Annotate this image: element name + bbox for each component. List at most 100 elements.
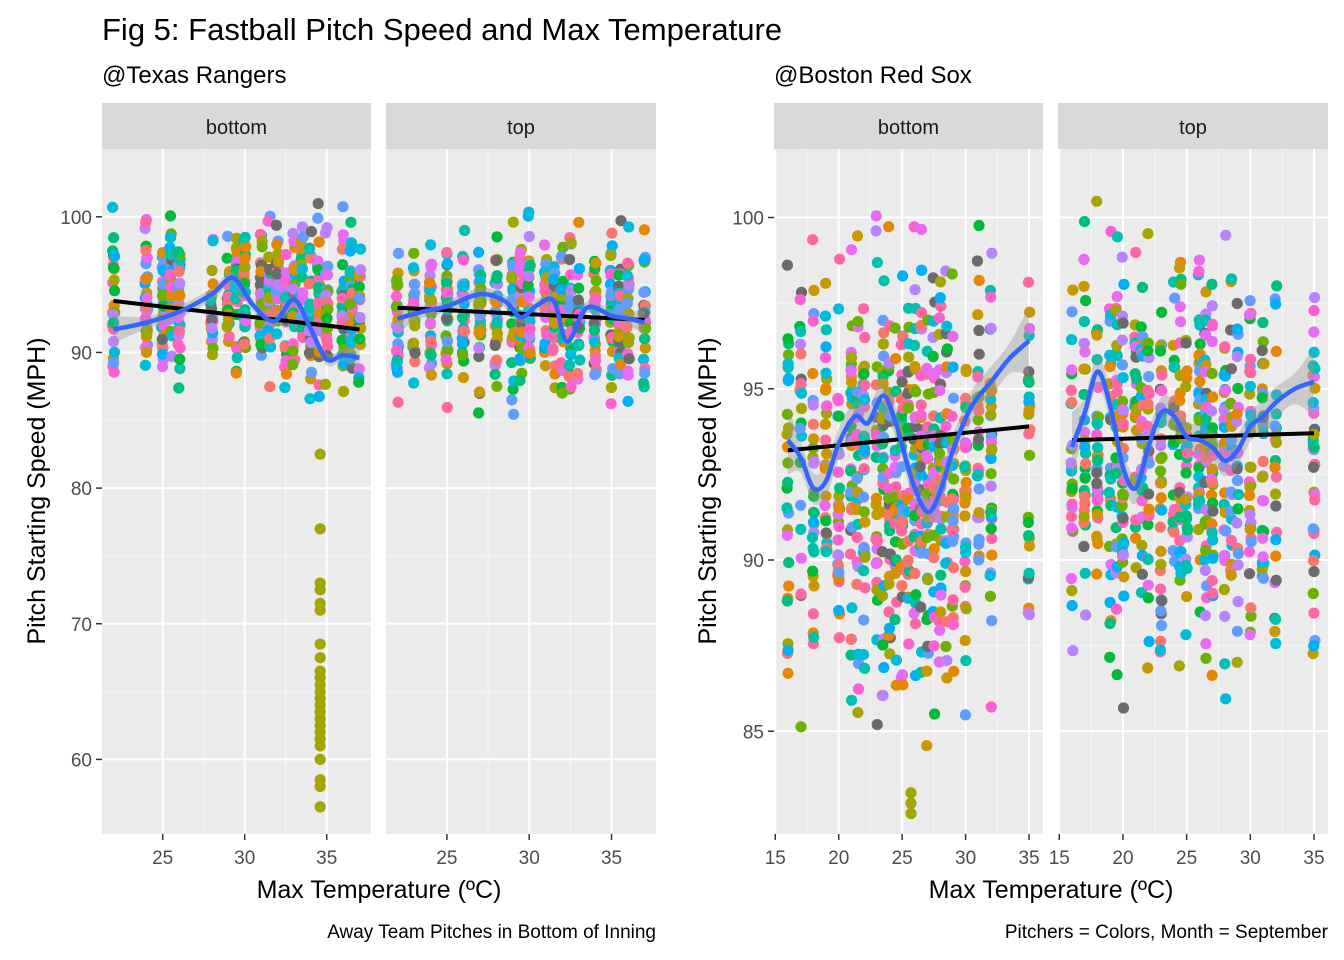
pitch-point xyxy=(878,275,890,287)
pitch-point xyxy=(986,549,998,561)
pitch-point xyxy=(986,443,998,455)
pitch-point xyxy=(783,580,795,592)
y-tick-label: 90 xyxy=(71,343,92,364)
pitch-point xyxy=(1155,635,1167,647)
pitch-point xyxy=(985,322,997,334)
pitch-point xyxy=(795,402,808,415)
pitch-point xyxy=(223,331,235,343)
pitch-point xyxy=(960,365,972,378)
pitch-point xyxy=(985,393,997,405)
pitch-point xyxy=(1142,553,1154,566)
pitch-point xyxy=(1200,286,1212,298)
pitch-point xyxy=(1111,669,1123,681)
pitch-point xyxy=(819,352,832,364)
pitch-point xyxy=(1142,384,1154,396)
pitch-point xyxy=(573,282,585,294)
pitch-point xyxy=(1079,441,1091,453)
pitch-point xyxy=(590,257,602,269)
figure-title: Fig 5: Fastball Pitch Speed and Max Temp… xyxy=(102,12,782,47)
pitch-point xyxy=(140,244,152,256)
pitch-point xyxy=(903,638,915,650)
pitch-point xyxy=(844,548,857,560)
pitch-point xyxy=(986,533,998,545)
pitch-point xyxy=(322,340,334,352)
pitch-point xyxy=(1169,292,1181,304)
pitch-point xyxy=(947,392,960,404)
pitch-point xyxy=(506,318,518,330)
pitch-point xyxy=(858,368,870,380)
pitch-point xyxy=(1243,568,1256,580)
pitch-point xyxy=(1117,317,1129,329)
pitch-point xyxy=(392,322,404,334)
pitch-point xyxy=(287,359,299,371)
pitch-point xyxy=(1207,552,1219,564)
pitch-point xyxy=(941,655,953,667)
pitch-point xyxy=(296,221,308,233)
pitch-point xyxy=(845,365,857,377)
pitch-point xyxy=(408,314,420,327)
pitch-point xyxy=(890,654,903,666)
pitch-point xyxy=(1218,369,1230,381)
pitch-point xyxy=(871,719,883,731)
pitch-point xyxy=(314,740,326,752)
facet-strip xyxy=(102,103,371,149)
pitch-point xyxy=(475,282,487,295)
pitch-point xyxy=(959,510,971,522)
pitch-point xyxy=(563,359,576,371)
pitch-point xyxy=(858,463,870,475)
pitch-point xyxy=(523,291,535,303)
pitch-point xyxy=(921,450,933,462)
pitch-point xyxy=(589,336,601,348)
pitch-point xyxy=(960,655,972,667)
pitch-point xyxy=(440,313,453,325)
pitch-point xyxy=(1091,533,1103,545)
pitch-point xyxy=(934,448,946,460)
pitch-point xyxy=(1066,483,1078,495)
pitch-point xyxy=(139,359,151,371)
pitch-point xyxy=(441,286,453,298)
pitch-point xyxy=(781,595,794,607)
pitch-point xyxy=(1142,662,1154,674)
pitch-point xyxy=(878,662,890,674)
facet-strip-label: bottom xyxy=(878,117,939,139)
pitch-point xyxy=(255,339,267,351)
pitch-point xyxy=(605,381,618,394)
pitch-point xyxy=(877,452,889,464)
pitch-point xyxy=(409,347,421,359)
pitch-point xyxy=(1066,334,1078,346)
pitch-point xyxy=(808,631,820,643)
pitch-point xyxy=(834,253,846,265)
pitch-point xyxy=(845,244,858,256)
pitch-point xyxy=(1206,367,1218,380)
pitch-point xyxy=(473,327,485,339)
pitch-point xyxy=(1078,511,1090,523)
pitch-point xyxy=(1023,609,1035,621)
pitch-point xyxy=(877,338,889,350)
pitch-point xyxy=(821,400,833,412)
pitch-point xyxy=(638,353,650,365)
pitch-point xyxy=(322,303,334,315)
pitch-point xyxy=(808,433,820,445)
pitch-point xyxy=(795,387,808,399)
pitch-point xyxy=(1110,603,1123,615)
pitch-point xyxy=(491,272,503,285)
pitch-point xyxy=(1308,371,1320,383)
pitch-point xyxy=(833,303,845,315)
pitch-point xyxy=(806,532,819,544)
pitch-point xyxy=(506,394,518,406)
pitch-point xyxy=(173,325,185,337)
pitch-point xyxy=(590,275,602,287)
pitch-point xyxy=(623,332,635,344)
pitch-point xyxy=(565,237,577,249)
pitch-point xyxy=(1104,651,1116,663)
pitch-point xyxy=(808,490,820,502)
pitch-point xyxy=(1130,373,1143,385)
pitch-point xyxy=(833,521,845,533)
pitch-point xyxy=(312,198,324,210)
pitch-point xyxy=(458,280,470,293)
axes-layer: 25 30 35 60 70 80 90 100 25 30 35 15 20 25 30 35 85 90 95 1… xyxy=(60,208,1324,869)
pitch-point xyxy=(1091,467,1103,479)
pitch-point xyxy=(984,570,996,582)
pitch-point xyxy=(1270,534,1282,546)
pitch-point xyxy=(1080,609,1092,621)
